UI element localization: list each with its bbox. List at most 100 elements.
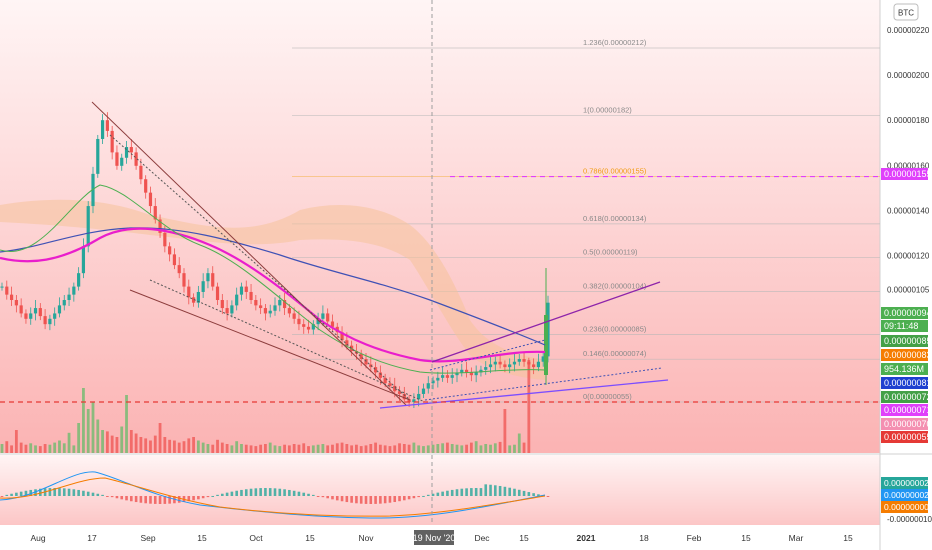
candle-body: [397, 391, 402, 394]
candle-body: [441, 375, 445, 378]
candle-body: [220, 300, 224, 309]
volume-bar: [10, 445, 13, 453]
volume-bar: [216, 439, 219, 453]
candle-body: [297, 318, 301, 325]
volume-bar: [469, 442, 473, 453]
time-tick-label: Feb: [687, 533, 702, 543]
horizontal-lines[interactable]: [0, 175, 880, 403]
macd-histogram-bar: [120, 496, 124, 500]
volume-bar: [91, 402, 95, 453]
price-tag-bg: [881, 431, 928, 443]
candle-body: [536, 361, 541, 368]
volume-bar: [0, 444, 4, 453]
macd-histogram-bar: [316, 496, 320, 497]
volume-bar: [211, 444, 215, 453]
candle-body: [134, 152, 138, 166]
macd-histogram-bar: [24, 490, 28, 496]
candle-body: [177, 265, 181, 274]
macd-histogram-bar: [110, 496, 114, 498]
macd-histogram-bar: [278, 488, 282, 496]
volume-bar: [82, 388, 85, 453]
price-tick-label: 0.00000105: [887, 285, 930, 294]
volume-bar: [513, 444, 516, 453]
macd-histogram-bar: [163, 496, 167, 504]
macd-histogram-bar: [446, 490, 449, 496]
candle-body: [254, 300, 258, 306]
candle-body: [153, 206, 157, 220]
macd-histogram-bar: [225, 492, 229, 496]
volume-bar: [340, 442, 344, 453]
candle-body: [62, 300, 66, 306]
time-axis[interactable]: Aug 17 Sep 15 Oct 15 Nov Dec 15 2021 18 Feb 15 Mar 15: [30, 533, 853, 543]
volume-bar: [254, 446, 258, 453]
macd-histogram-bar: [312, 494, 315, 496]
time-tick-label: 2021: [577, 533, 596, 543]
volume-bar: [225, 444, 229, 453]
time-tick-label: 17: [87, 533, 97, 543]
volume-bar: [53, 442, 57, 453]
price-tag-bg: [881, 377, 928, 389]
macd-histogram-bar: [474, 488, 478, 496]
macd-histogram-bar: [34, 489, 37, 496]
macd-histogram-bar: [240, 489, 243, 496]
candle-body: [168, 246, 172, 255]
macd-histogram-bar: [249, 488, 253, 496]
macd-histogram-bar: [460, 488, 464, 496]
macd-histogram-bar: [264, 488, 267, 496]
candle-body: [33, 308, 38, 314]
fib-label: 0.5(0.00000119): [583, 248, 638, 257]
fib-label: 0.786(0.00000155): [583, 167, 647, 176]
volume-bar: [393, 445, 397, 453]
volume-bar: [331, 444, 334, 453]
price-tag-text: 0.00000070: [884, 419, 932, 429]
price-axis[interactable]: 0.00000220 0.00000200 0.00000180 0.00000160…: [887, 26, 930, 294]
price-tag-text: 0.00000155: [884, 169, 932, 179]
candle-body: [182, 273, 186, 287]
macd-histogram-bar: [369, 496, 373, 504]
price-tick-label: 0.00000200: [887, 71, 930, 80]
macd-histogram-bar: [340, 496, 344, 502]
macd-histogram-bar: [216, 494, 219, 496]
trendlines[interactable]: [91, 101, 669, 409]
macd-histogram-bar: [158, 496, 162, 504]
candle-body: [306, 326, 311, 330]
candle-body: [43, 316, 47, 325]
fib-label: 0.146(0.00000074): [583, 349, 647, 358]
macd-histogram-bar: [403, 496, 406, 501]
candle-body: [148, 192, 153, 207]
candle-body: [503, 364, 507, 368]
volume-bar: [163, 437, 167, 453]
volume-bar: [503, 409, 507, 453]
volume-bar: [244, 444, 248, 453]
volume-bar: [311, 445, 315, 453]
candle-body: [9, 294, 14, 301]
macd-histogram-bar: [374, 496, 377, 504]
candle-body: [340, 332, 344, 341]
macd-histogram-bar: [383, 496, 387, 504]
fib-label: 0.236(0.00000085): [583, 324, 647, 333]
macd-indicator: [0, 471, 550, 519]
volume-bar: [498, 441, 502, 453]
volume-bar: [374, 442, 377, 453]
volume-bar: [62, 443, 66, 453]
volume-bar: [407, 444, 411, 453]
time-tick-label: Mar: [789, 533, 804, 543]
cloud-band: [0, 199, 545, 380]
macd-histogram-bar: [259, 488, 262, 496]
volume-bar: [5, 441, 9, 453]
price-tag-bg: [881, 307, 928, 319]
macd-histogram-bar: [503, 486, 507, 496]
macd-histogram-bar: [91, 492, 95, 496]
macd-histogram-bar: [379, 496, 382, 504]
volume-bar: [38, 446, 42, 453]
macd-histogram-bar: [455, 489, 459, 496]
macd-histogram-bar: [254, 488, 258, 496]
candle-body: [402, 393, 406, 400]
volume-bar: [522, 442, 526, 453]
candle-body: [5, 286, 9, 295]
candlesticks: [0, 112, 550, 408]
candle-body: [282, 300, 287, 309]
candle-body: [244, 286, 248, 292]
